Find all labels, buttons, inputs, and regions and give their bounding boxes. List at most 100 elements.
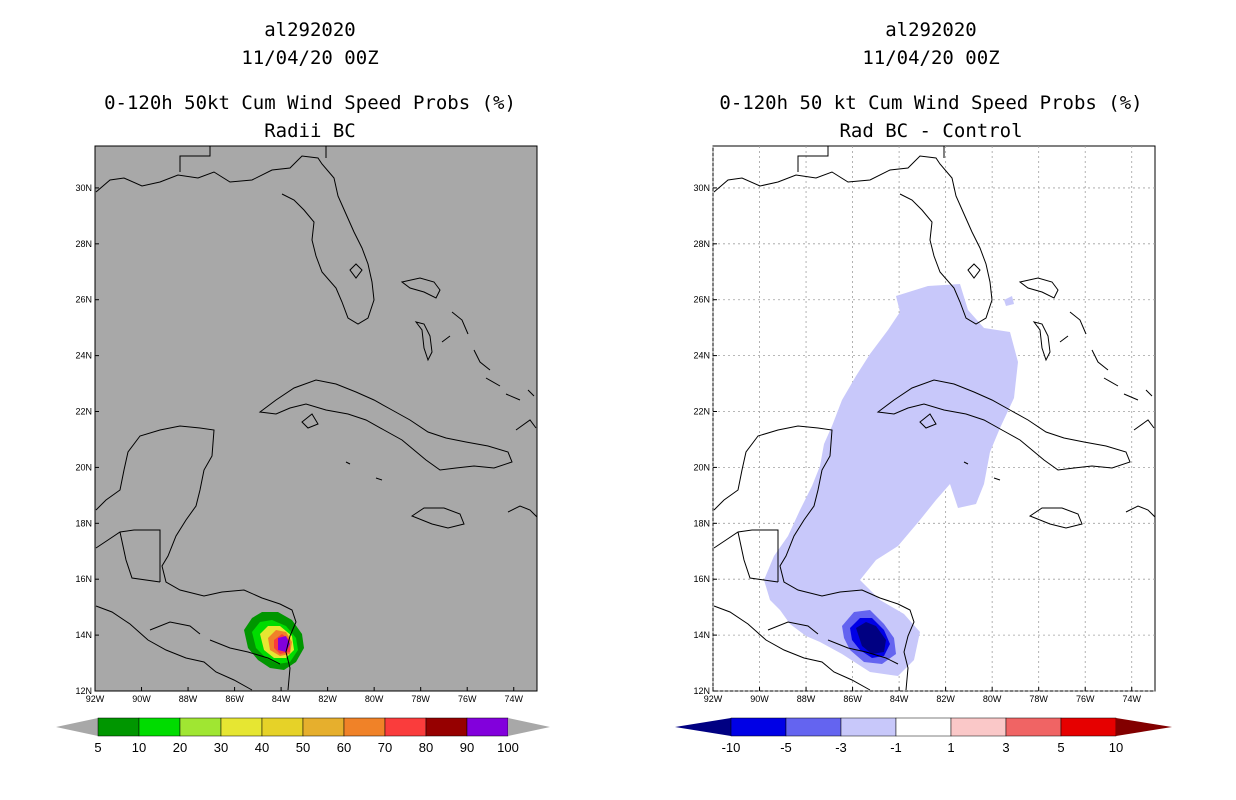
x-tick-label: 80W [983,694,1002,704]
colorbar-label: 3 [1002,740,1009,755]
x-tick-label: 76W [1076,694,1095,704]
y-tick-label: 26N [75,295,92,305]
x-tick-label: 88W [179,694,198,704]
colorbar-label: -3 [835,740,847,755]
right-map: 92W 90W 88W 86W 84W 82W 80W 78W 76W 74W 12N 14N 16N 1… [693,145,1156,704]
colorbar-swatch [785,717,842,737]
y-tick-label: 20N [693,462,710,472]
x-tick-label: 78W [1029,694,1048,704]
colorbar-swatch [220,717,263,737]
y-tick-label: 14N [75,630,92,640]
x-tick-label: 82W [936,694,955,704]
colorbar-swatch [950,717,1007,737]
y-tick-label: 24N [75,351,92,361]
diff-minus1-fragment [1004,296,1014,306]
colorbar-swatch [261,717,304,737]
colorbar-label: 80 [419,740,433,755]
left-colorbar: 5 10 20 30 40 50 60 70 80 90 100 [56,717,550,755]
colorbar-label: 20 [173,740,187,755]
y-tick-label: 20N [75,462,92,472]
left-storm-id: al292020 [264,19,356,41]
left-map: 92W 90W 88W 86W 84W 82W 80W 78W 76W 74W 12N 14N 16N 1… [75,145,538,704]
colorbar-swatch [425,717,468,737]
x-tick-label: 88W [797,694,816,704]
colorbar-label: 30 [214,740,228,755]
colorbar-label: 90 [460,740,474,755]
colorbar-label: 5 [1057,740,1064,755]
y-tick-label: 30N [693,183,710,193]
colorbar-label: -1 [890,740,902,755]
colorbar-label: 50 [296,740,310,755]
colorbar-swatch [840,717,897,737]
left-axis-ticks: 92W 90W 88W 86W 84W 82W 80W 78W 76W 74W 12N 14N 16N 1… [75,183,523,704]
right-colorbar: -10 -5 -3 -1 1 3 5 10 [675,717,1172,755]
colorbar-swatch [179,717,222,737]
colorbar-swatch [895,717,952,737]
y-tick-label: 16N [693,574,710,584]
y-tick-label: 28N [693,239,710,249]
colorbar-swatch [343,717,386,737]
y-tick-label: 22N [75,407,92,417]
colorbar-label: 60 [337,740,351,755]
x-tick-label: 90W [750,694,769,704]
right-title: 0-120h 50 kt Cum Wind Speed Probs (%) [719,92,1143,114]
y-tick-label: 18N [75,518,92,528]
y-tick-label: 24N [693,351,710,361]
y-tick-label: 18N [693,518,710,528]
colorbar-label: 1 [947,740,954,755]
y-tick-label: 14N [693,630,710,640]
colorbar-swatch [1060,717,1117,737]
colorbar-label: 70 [378,740,392,755]
colorbar-swatch [466,717,509,737]
x-tick-label: 74W [1122,694,1141,704]
colorbar-arrow-high [1116,718,1172,736]
y-tick-label: 16N [75,574,92,584]
x-tick-label: 76W [458,694,477,704]
colorbar-label: 100 [497,740,519,755]
diff-minus10-region [856,622,886,654]
y-tick-label: 12N [693,686,710,696]
x-tick-label: 92W [86,694,105,704]
colorbar-label: 10 [1109,740,1123,755]
x-tick-label: 92W [704,694,723,704]
colorbar-swatch [138,717,181,737]
x-tick-label: 86W [843,694,862,704]
x-tick-label: 82W [318,694,337,704]
colorbar-arrow-low [56,718,98,736]
right-datetime: 11/04/20 00Z [862,47,1000,69]
colorbar-label: 5 [94,740,101,755]
y-tick-label: 28N [75,239,92,249]
colorbar-label: 10 [132,740,146,755]
colorbar-label: -10 [722,740,741,755]
colorbar-label: 40 [255,740,269,755]
diff-minus1-region [764,284,1018,676]
x-tick-label: 74W [504,694,523,704]
colorbar-swatch [302,717,345,737]
right-axis-ticks: 92W 90W 88W 86W 84W 82W 80W 78W 76W 74W 12N 14N 16N 1… [693,183,1141,704]
y-tick-label: 30N [75,183,92,193]
x-tick-label: 78W [411,694,430,704]
x-tick-label: 86W [225,694,244,704]
left-datetime: 11/04/20 00Z [241,47,379,69]
colorbar-arrow-high [508,718,550,736]
right-difference-field [764,284,1018,676]
y-tick-label: 22N [693,407,710,417]
x-tick-label: 84W [272,694,291,704]
y-tick-label: 12N [75,686,92,696]
right-subtitle: Rad BC - Control [839,120,1023,142]
x-tick-label: 80W [365,694,384,704]
colorbar-swatch [730,717,787,737]
left-title: 0-120h 50kt Cum Wind Speed Probs (%) [104,92,516,114]
left-map-background [94,145,538,692]
x-tick-label: 84W [890,694,909,704]
colorbar-arrow-low [675,718,731,736]
colorbar-swatch [97,717,140,737]
right-storm-id: al292020 [885,19,977,41]
y-tick-label: 26N [693,295,710,305]
colorbar-label: -5 [780,740,792,755]
left-subtitle: Radii BC [264,120,356,142]
colorbar-swatch [384,717,427,737]
x-tick-label: 90W [132,694,151,704]
colorbar-swatch [1005,717,1062,737]
